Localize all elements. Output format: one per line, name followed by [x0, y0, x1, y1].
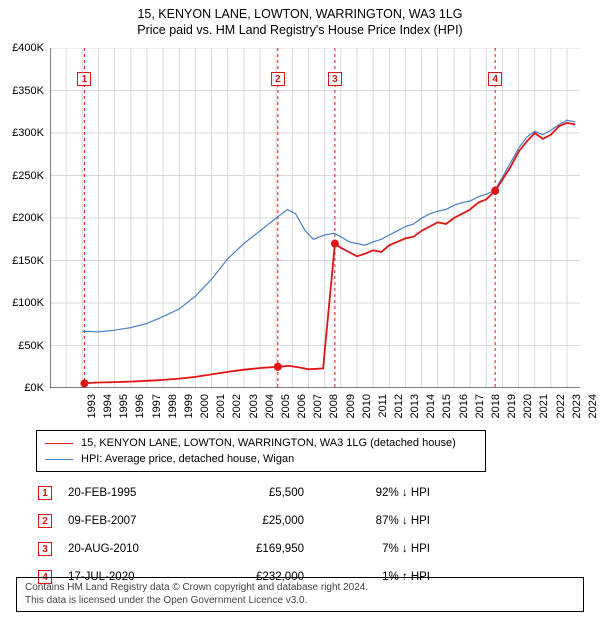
marker-number: 3: [328, 72, 342, 86]
x-tick-label: 2020: [522, 394, 534, 426]
x-tick-label: 2023: [571, 394, 583, 426]
x-axis-labels: 1993 1994 1995 1996 1997 1998 1999 2000 2001 2002…: [50, 390, 580, 430]
x-tick-label: 2014: [425, 394, 437, 426]
x-tick-label: 2004: [264, 394, 276, 426]
event-delta: 87% ↓ HPI: [320, 508, 444, 534]
y-tick-label: £250K: [12, 170, 44, 182]
x-tick-label: 1995: [118, 394, 130, 426]
x-tick-label: 2022: [555, 394, 567, 426]
event-delta: 92% ↓ HPI: [320, 480, 444, 506]
event-row: 1 20-FEB-1995£5,50092% ↓ HPI: [38, 480, 444, 506]
x-tick-label: 2010: [361, 394, 373, 426]
x-tick-label: 2009: [345, 394, 357, 426]
x-tick-label: 1998: [167, 394, 179, 426]
event-row: 3 20-AUG-2010£169,9507% ↓ HPI: [38, 536, 444, 562]
x-tick-label: 1993: [86, 394, 98, 426]
x-tick-label: 2012: [393, 394, 405, 426]
event-date: 20-FEB-1995: [68, 480, 192, 506]
footer-line2: This data is licensed under the Open Gov…: [25, 595, 575, 608]
event-date: 20-AUG-2010: [68, 536, 192, 562]
legend-row: 15, KENYON LANE, LOWTON, WARRINGTON, WA3…: [45, 435, 477, 451]
y-tick-label: £400K: [12, 42, 44, 54]
x-tick-label: 2007: [312, 394, 324, 426]
x-tick-label: 2013: [409, 394, 421, 426]
x-tick-label: 2021: [538, 394, 550, 426]
x-tick-label: 2000: [199, 394, 211, 426]
x-tick-label: 2005: [280, 394, 292, 426]
legend-label: 15, KENYON LANE, LOWTON, WARRINGTON, WA3…: [81, 437, 456, 449]
x-tick-label: 2001: [215, 394, 227, 426]
event-date: 09-FEB-2007: [68, 508, 192, 534]
event-price: £25,000: [194, 508, 318, 534]
marker-number: 1: [77, 72, 91, 86]
y-tick-label: £0K: [24, 382, 44, 394]
legend-label: HPI: Average price, detached house, Wiga…: [81, 453, 294, 465]
footer-box: Contains HM Land Registry data © Crown c…: [16, 577, 584, 612]
y-tick-label: £150K: [12, 255, 44, 267]
x-tick-label: 2018: [490, 394, 502, 426]
y-tick-label: £100K: [12, 297, 44, 309]
event-row: 2 09-FEB-2007£25,00087% ↓ HPI: [38, 508, 444, 534]
chart-title-block: 15, KENYON LANE, LOWTON, WARRINGTON, WA3…: [0, 0, 600, 39]
legend-swatch: [45, 459, 73, 460]
chart-title-sub: Price paid vs. HM Land Registry's House …: [0, 22, 600, 38]
event-delta: 7% ↓ HPI: [320, 536, 444, 562]
footer-line1: Contains HM Land Registry data © Crown c…: [25, 582, 575, 595]
legend-row: HPI: Average price, detached house, Wiga…: [45, 451, 477, 467]
x-tick-label: 2008: [328, 394, 340, 426]
x-tick-label: 2006: [296, 394, 308, 426]
x-tick-label: 1999: [183, 394, 195, 426]
event-price: £5,500: [194, 480, 318, 506]
events-table: 1 20-FEB-1995£5,50092% ↓ HPI 2 09-FEB-2007£…: [36, 478, 446, 592]
marker-number: 2: [271, 72, 285, 86]
x-tick-label: 2011: [377, 394, 389, 426]
page-container: 15, KENYON LANE, LOWTON, WARRINGTON, WA3…: [0, 0, 600, 620]
x-tick-label: 2002: [231, 394, 243, 426]
y-tick-label: £350K: [12, 85, 44, 97]
y-tick-label: £200K: [12, 212, 44, 224]
x-tick-label: 2024: [587, 394, 599, 426]
chart-title-main: 15, KENYON LANE, LOWTON, WARRINGTON, WA3…: [0, 6, 600, 22]
x-tick-label: 2017: [474, 394, 486, 426]
x-tick-label: 2019: [506, 394, 518, 426]
event-number: 1: [38, 486, 52, 500]
x-tick-label: 1994: [102, 394, 114, 426]
y-tick-label: £300K: [12, 127, 44, 139]
event-price: £169,950: [194, 536, 318, 562]
x-tick-label: 2015: [441, 394, 453, 426]
x-tick-label: 2003: [248, 394, 260, 426]
legend-box: 15, KENYON LANE, LOWTON, WARRINGTON, WA3…: [36, 430, 486, 472]
chart-svg: [50, 48, 580, 388]
x-tick-label: 1996: [134, 394, 146, 426]
x-tick-label: 2016: [458, 394, 470, 426]
chart-plot-area: [50, 48, 580, 388]
marker-number: 4: [488, 72, 502, 86]
event-number: 2: [38, 514, 52, 528]
legend-swatch: [45, 443, 73, 444]
y-axis-labels: £0K£50K£100K£150K£200K£250K£300K£350K£40…: [0, 48, 48, 388]
x-tick-label: 1997: [151, 394, 163, 426]
y-tick-label: £50K: [18, 340, 44, 352]
event-number: 3: [38, 542, 52, 556]
